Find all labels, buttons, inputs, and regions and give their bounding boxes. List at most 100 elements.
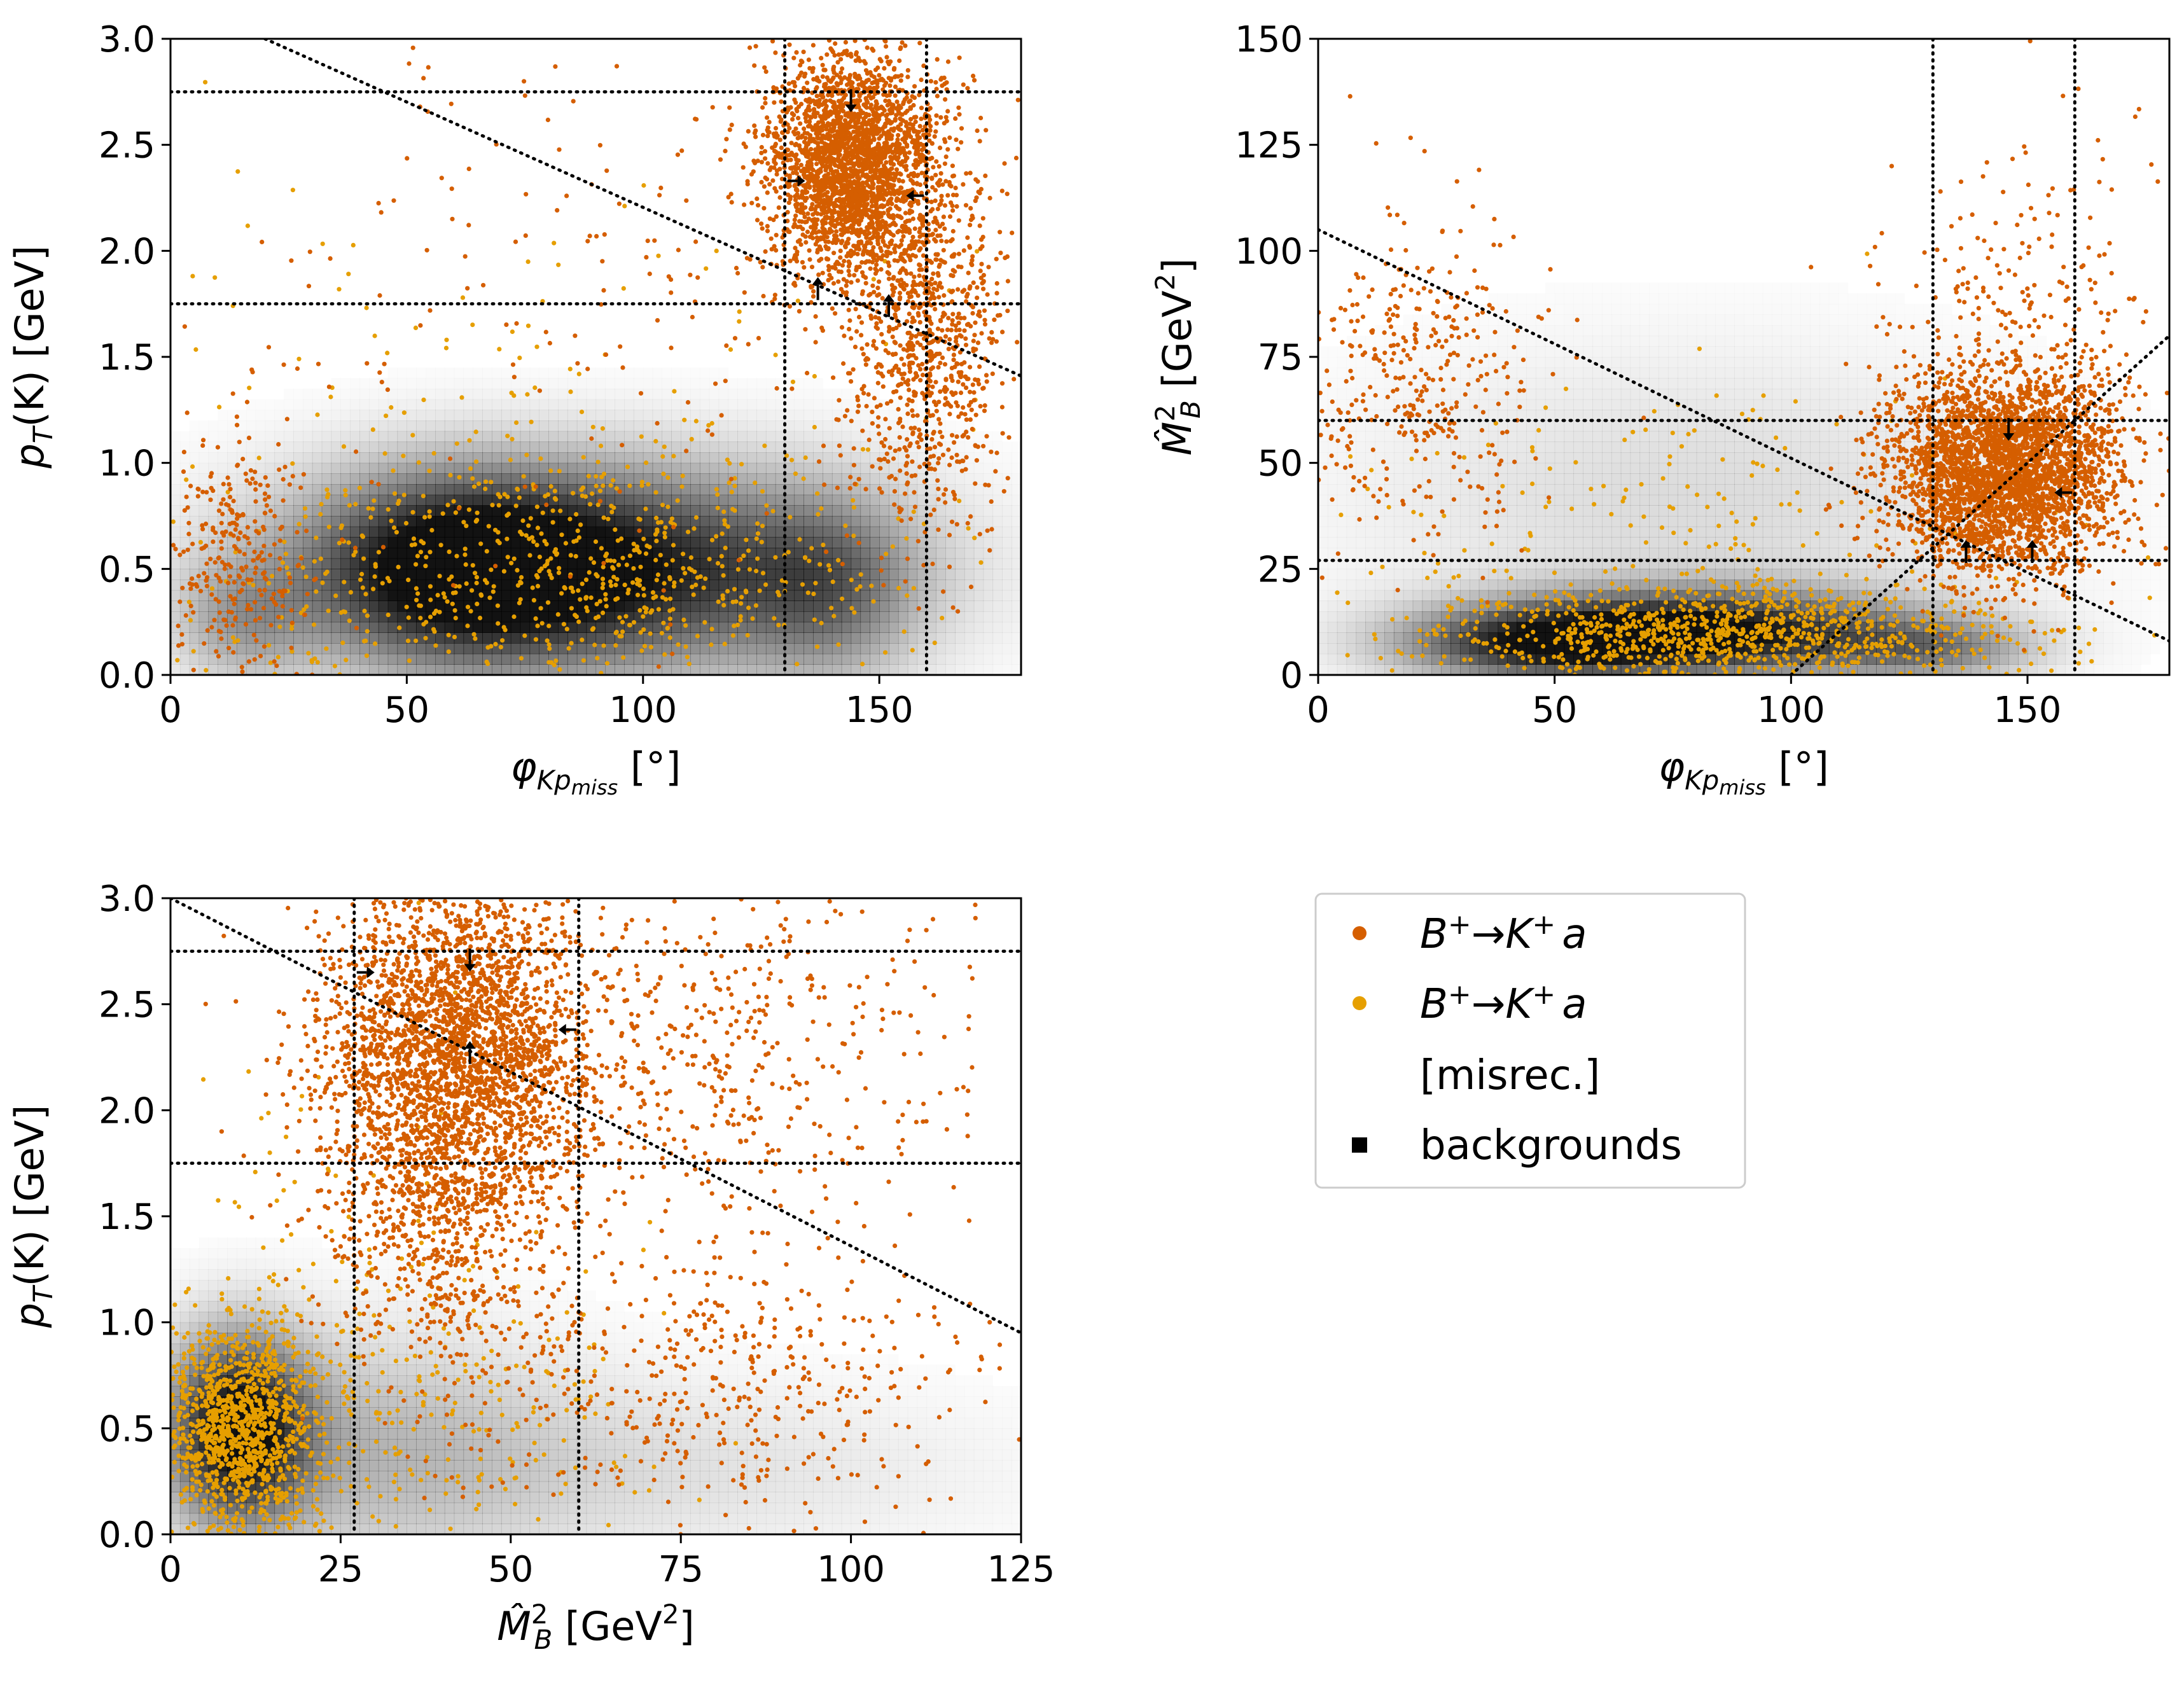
density-cell [397, 548, 407, 559]
density-cell [775, 484, 786, 496]
density-cell [653, 389, 663, 399]
misrec-point [470, 476, 475, 481]
density-cell [293, 410, 303, 420]
density-cell [709, 473, 720, 485]
misrec-point [414, 586, 419, 591]
misrec-point [709, 627, 714, 632]
density-cell [964, 548, 975, 559]
density-cell [444, 441, 455, 453]
density-cell [265, 611, 275, 623]
signal-point [798, 242, 803, 247]
density-cell [756, 473, 767, 485]
misrec-point [493, 642, 498, 647]
misrec-point [324, 487, 330, 492]
density-cell [416, 653, 426, 665]
misrec-point [578, 522, 583, 527]
misrec-point [230, 635, 235, 640]
density-cell [756, 558, 767, 569]
misrec-point [353, 502, 358, 507]
misrec-point [445, 503, 450, 508]
density-cell [548, 473, 559, 485]
misrec-point [453, 616, 458, 621]
density-cell [321, 452, 332, 464]
density-cell [312, 548, 323, 559]
density-cell [917, 653, 928, 665]
density-cell [463, 420, 473, 432]
misrec-point [416, 460, 422, 465]
density-cell [529, 389, 539, 400]
density-cell [350, 653, 360, 665]
misrec-point [533, 637, 539, 642]
misrec-point [407, 658, 412, 663]
misrec-point [448, 473, 453, 478]
density-cell [378, 399, 389, 410]
signal-point [879, 76, 884, 81]
misrec-point [401, 492, 407, 497]
density-cell [699, 526, 710, 538]
misrec-point [441, 591, 446, 596]
misrec-point [590, 491, 595, 496]
density-cell [1012, 526, 1021, 538]
density-cell [643, 558, 653, 569]
misrec-point [303, 574, 309, 580]
density-cell [955, 420, 965, 431]
density-cell [208, 548, 218, 559]
density-cell [359, 494, 370, 506]
density-cell [794, 632, 804, 644]
misrec-point [639, 480, 645, 485]
density-cell [284, 632, 294, 644]
misrec-point [361, 639, 367, 644]
density-cell [955, 484, 965, 496]
density-cell [756, 632, 767, 644]
density-cell [917, 643, 928, 655]
density-cell [331, 452, 341, 464]
density-cell [435, 410, 445, 421]
density-cell [303, 420, 313, 432]
misrec-point [427, 468, 432, 473]
density-cell [265, 441, 275, 453]
density-cell [803, 526, 814, 538]
density-cell [926, 653, 936, 665]
density-cell [265, 516, 275, 527]
misrec-point [372, 333, 377, 338]
density-cell [473, 462, 483, 474]
misrec-point [470, 323, 475, 328]
density-cell [709, 632, 720, 644]
misrec-point [548, 572, 553, 578]
misrec-point [660, 503, 665, 508]
signal-point [903, 211, 908, 216]
density-cell [492, 611, 502, 623]
density-cell [170, 484, 181, 496]
density-cell [359, 537, 370, 548]
misrec-point [532, 385, 538, 391]
misrec-point [451, 499, 456, 504]
misrec-point [852, 610, 857, 615]
density-cell [747, 431, 757, 442]
misrec-point [709, 642, 714, 648]
density-cell [416, 462, 426, 474]
misrec-point [459, 395, 464, 400]
misrec-point [525, 392, 530, 397]
density-cell [454, 431, 464, 442]
density-cell [586, 548, 597, 559]
misrec-point [811, 592, 816, 597]
density-cell [765, 548, 776, 559]
density-cell [964, 505, 975, 517]
density-cell [992, 621, 1003, 633]
density-cell [548, 558, 559, 569]
density-cell [473, 378, 483, 389]
density-cell [643, 462, 653, 474]
misrec-point [725, 457, 730, 462]
misrec-point [569, 641, 574, 646]
density-cell [803, 537, 814, 548]
density-cell [548, 420, 559, 432]
density-cell [860, 526, 870, 538]
density-cell [482, 420, 492, 432]
misrec-point [382, 451, 387, 456]
density-cell [407, 548, 417, 559]
density-cell [189, 526, 200, 538]
density-cell [567, 441, 578, 453]
density-cell [293, 452, 303, 464]
density-cell [747, 494, 757, 506]
density-cell [718, 441, 729, 453]
